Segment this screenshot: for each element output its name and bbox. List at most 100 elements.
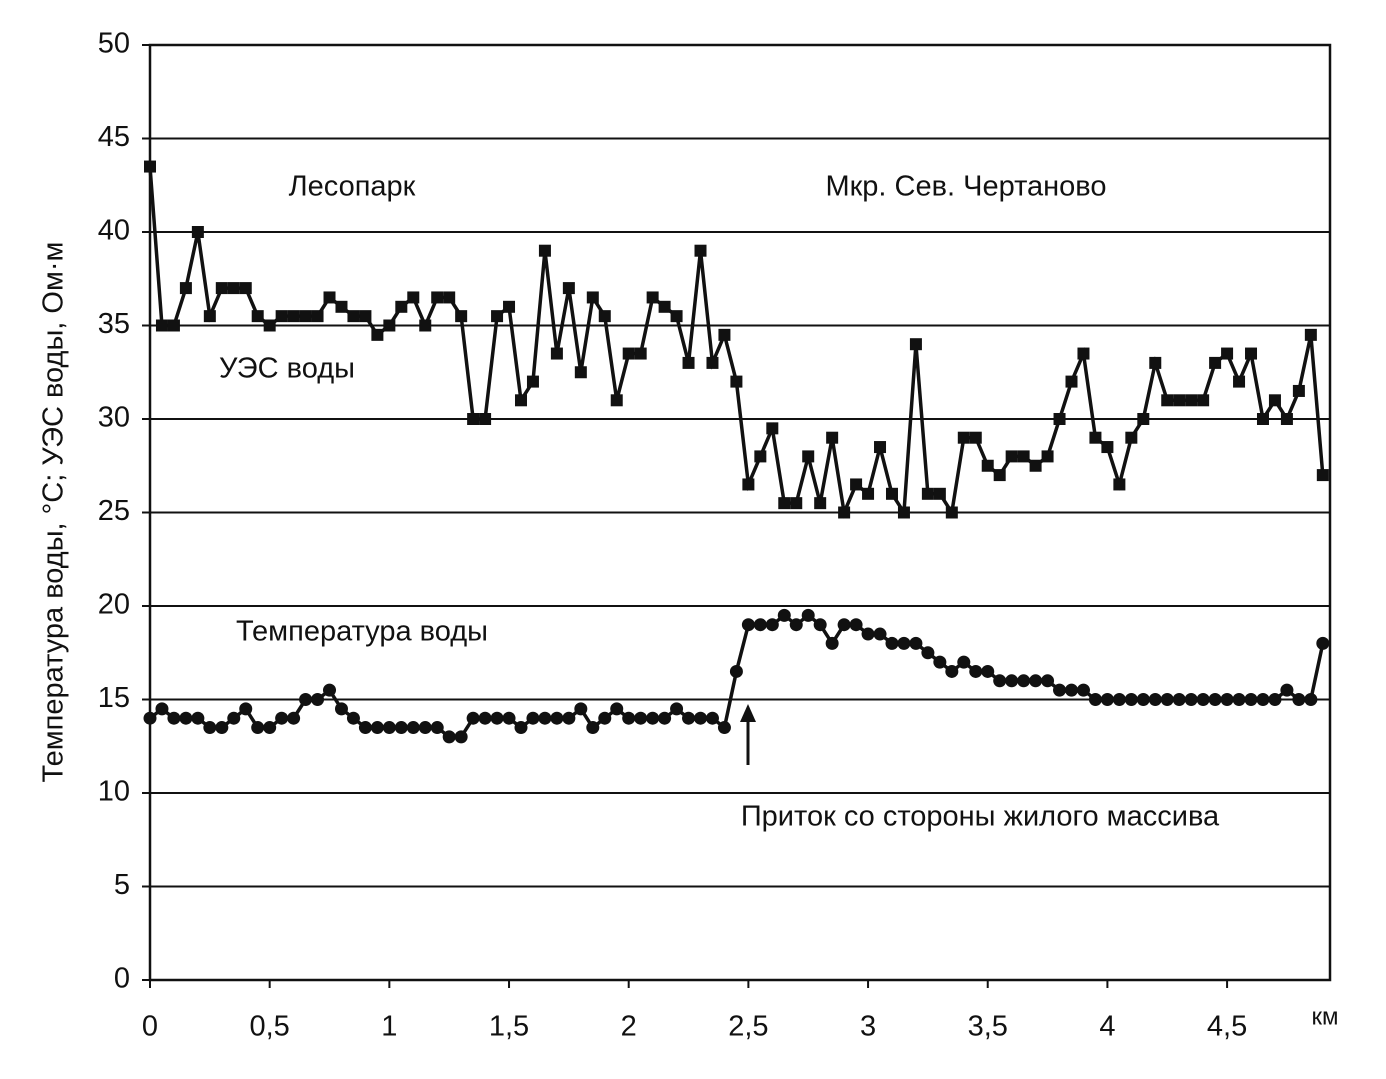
marker xyxy=(658,711,672,725)
marker xyxy=(239,282,252,295)
marker xyxy=(1053,413,1066,425)
arrow xyxy=(740,704,756,765)
x-tick-label: 2,5 xyxy=(728,1011,768,1043)
marker xyxy=(1149,356,1162,369)
marker xyxy=(1245,347,1258,360)
x-tick-label: 0 xyxy=(142,1011,158,1043)
marker xyxy=(442,730,456,744)
marker xyxy=(646,711,660,725)
marker xyxy=(478,711,492,725)
y-tick-label: 50 xyxy=(98,28,130,60)
x-tick-label: 0,5 xyxy=(250,1011,290,1043)
marker xyxy=(1244,693,1258,706)
marker xyxy=(346,711,360,725)
marker xyxy=(1161,394,1174,407)
marker xyxy=(538,711,552,725)
marker xyxy=(694,244,707,257)
marker xyxy=(742,478,755,491)
series-label: Температура воды xyxy=(236,616,488,648)
marker xyxy=(538,244,551,257)
marker xyxy=(358,721,372,735)
x-tick-label: 2 xyxy=(621,1011,637,1043)
marker xyxy=(203,310,216,323)
marker xyxy=(1125,431,1138,444)
marker xyxy=(1208,693,1222,706)
marker xyxy=(957,655,971,669)
marker xyxy=(838,506,851,519)
marker xyxy=(682,356,695,369)
marker xyxy=(1029,459,1042,472)
marker xyxy=(598,310,611,323)
y-axis-label: Температура воды, °С; УЭС воды, Ом·м xyxy=(38,242,70,783)
y-tick-label: 15 xyxy=(98,682,130,714)
marker xyxy=(957,431,970,444)
marker xyxy=(1256,413,1269,425)
marker xyxy=(1280,413,1293,425)
marker xyxy=(1233,375,1246,388)
marker xyxy=(826,431,839,444)
marker xyxy=(383,319,396,332)
marker xyxy=(634,347,647,360)
marker xyxy=(682,711,696,725)
marker xyxy=(933,655,947,669)
marker xyxy=(370,721,384,735)
marker xyxy=(251,310,264,323)
marker xyxy=(191,711,205,725)
marker xyxy=(203,721,217,735)
marker xyxy=(394,721,408,735)
marker xyxy=(1017,674,1031,688)
marker xyxy=(503,300,516,313)
marker xyxy=(419,319,432,332)
marker xyxy=(263,319,276,332)
marker xyxy=(634,711,648,725)
marker xyxy=(909,338,922,351)
marker xyxy=(443,291,456,304)
marker xyxy=(251,721,265,735)
marker xyxy=(1017,450,1030,463)
marker xyxy=(466,711,480,725)
marker xyxy=(179,282,192,295)
marker xyxy=(479,413,492,425)
marker xyxy=(1088,693,1102,706)
marker xyxy=(562,711,576,725)
marker xyxy=(813,618,827,632)
marker xyxy=(705,711,719,725)
marker xyxy=(323,683,337,697)
marker xyxy=(287,310,300,323)
marker xyxy=(311,693,325,706)
marker xyxy=(550,347,563,360)
marker xyxy=(514,394,527,407)
marker xyxy=(753,618,767,632)
marker xyxy=(921,487,934,500)
marker xyxy=(227,711,241,725)
marker xyxy=(885,636,899,650)
marker xyxy=(717,721,731,735)
y-tick-label: 35 xyxy=(98,308,130,340)
series-line xyxy=(148,166,1325,519)
marker xyxy=(431,291,444,304)
marker xyxy=(790,497,803,510)
marker xyxy=(1172,693,1186,706)
annotation: Мкр. Сев. Чертаново xyxy=(825,171,1106,203)
marker xyxy=(491,310,504,323)
marker xyxy=(1089,431,1102,444)
marker xyxy=(1316,636,1330,650)
y-tick-label: 20 xyxy=(98,589,130,621)
marker xyxy=(730,375,743,388)
marker xyxy=(191,226,204,238)
marker xyxy=(897,636,911,650)
marker xyxy=(167,319,180,332)
marker xyxy=(993,674,1007,688)
marker xyxy=(789,618,803,632)
marker xyxy=(1173,394,1186,407)
marker xyxy=(1100,693,1114,706)
marker xyxy=(1197,394,1210,407)
marker xyxy=(610,702,624,716)
marker xyxy=(777,608,791,622)
marker xyxy=(179,711,193,725)
y-tick-label: 45 xyxy=(98,121,130,153)
marker xyxy=(993,469,1006,482)
y-tick-label: 5 xyxy=(114,869,130,901)
marker xyxy=(885,487,898,500)
